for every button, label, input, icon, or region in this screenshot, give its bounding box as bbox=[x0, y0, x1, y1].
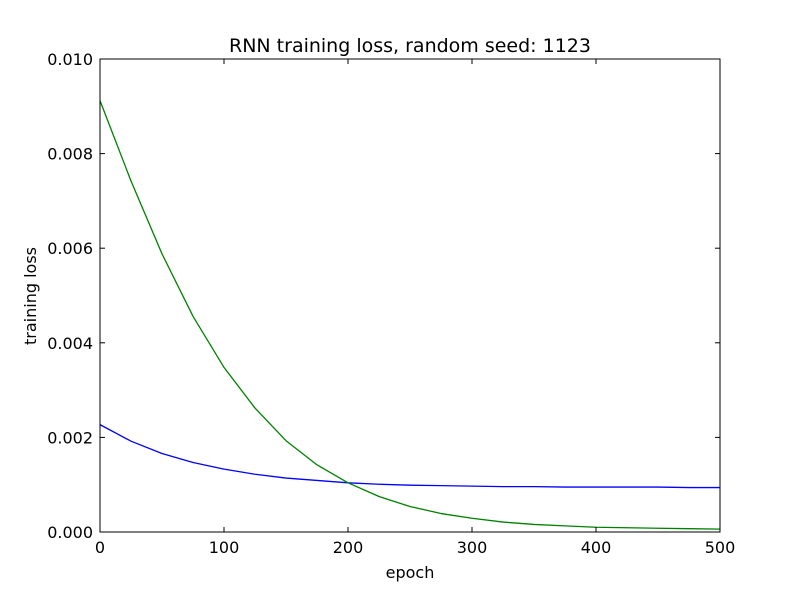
y-tick-label: 0.006 bbox=[47, 239, 93, 258]
y-axis-label: training loss bbox=[21, 247, 40, 345]
axis-ticks: 0 100 200 300 400 500 0.000 0.002 0.004 0.006 0.00… bbox=[47, 50, 735, 557]
y-tick-label: 0.002 bbox=[47, 428, 93, 447]
series-line-2 bbox=[99, 100, 721, 530]
series-line-1 bbox=[99, 424, 720, 489]
x-tick-label: 0 bbox=[95, 538, 105, 557]
plot-frame bbox=[99, 58, 721, 533]
x-tick-label: 300 bbox=[457, 538, 488, 557]
chart-title: RNN training loss, random seed: 1123 bbox=[229, 35, 591, 57]
plot-area bbox=[99, 100, 721, 530]
y-tick-label: 0.008 bbox=[47, 145, 93, 164]
x-axis-label: epoch bbox=[386, 563, 435, 582]
x-tick-label: 200 bbox=[333, 538, 364, 557]
y-tick-label: 0.004 bbox=[47, 334, 93, 353]
y-tick-label: 0.000 bbox=[47, 523, 93, 542]
x-tick-label: 100 bbox=[209, 538, 240, 557]
x-tick-label: 400 bbox=[581, 538, 612, 557]
x-tick-label: 500 bbox=[705, 538, 736, 557]
y-tick-label: 0.010 bbox=[47, 50, 93, 69]
